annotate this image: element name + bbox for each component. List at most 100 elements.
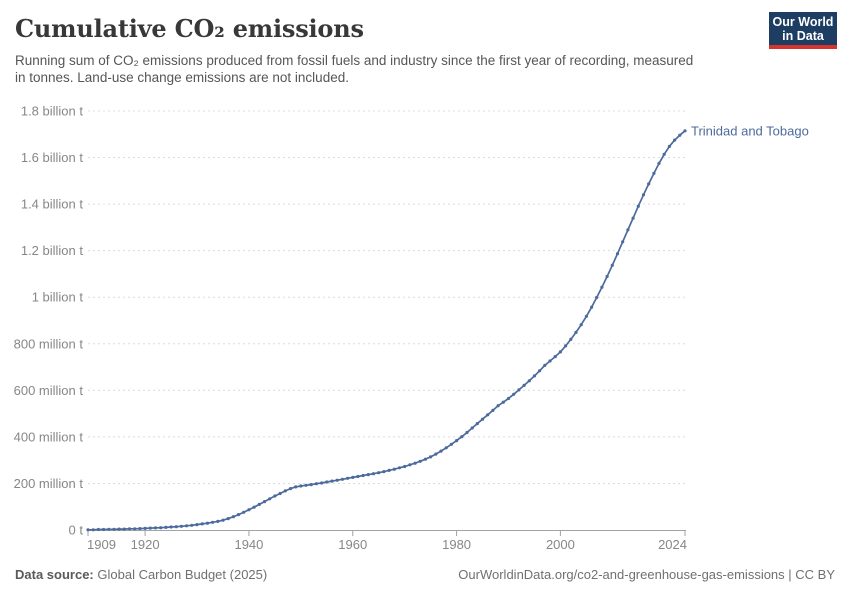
series-end-label[interactable]: Trinidad and Tobago — [691, 123, 809, 138]
data-point — [309, 483, 313, 487]
data-point — [133, 527, 137, 531]
data-point — [382, 470, 386, 474]
data-point — [512, 392, 516, 396]
data-point — [262, 500, 267, 504]
data-point — [127, 527, 132, 531]
y-axis-tick-label: 1.4 billion t — [21, 197, 84, 212]
data-point — [387, 468, 391, 472]
data-point — [138, 527, 142, 531]
data-point — [273, 494, 277, 498]
data-point — [662, 152, 666, 156]
x-axis-tick-label: 1940 — [234, 537, 263, 552]
owid-logo-line1: Our World — [772, 14, 834, 29]
data-point — [366, 473, 370, 477]
data-point — [340, 477, 344, 481]
data-point — [558, 350, 563, 354]
data-point — [236, 513, 241, 517]
data-point — [169, 525, 173, 529]
data-point — [346, 476, 350, 480]
data-source-value: Global Carbon Budget (2025) — [97, 567, 268, 582]
data-point — [112, 527, 116, 531]
data-point — [159, 526, 163, 530]
data-point — [636, 204, 640, 208]
y-axis-tick-label: 1.8 billion t — [21, 104, 84, 119]
data-point — [423, 457, 427, 461]
data-point — [564, 344, 568, 348]
data-point — [226, 517, 230, 521]
data-point — [553, 355, 557, 359]
series-line[interactable] — [87, 129, 686, 531]
data-point — [205, 521, 209, 525]
data-point — [148, 526, 152, 530]
data-point — [621, 240, 625, 244]
data-point — [117, 527, 121, 531]
data-point — [548, 359, 552, 363]
data-point — [278, 491, 282, 496]
chart-footer: Data source: Global Carbon Budget (2025)… — [15, 567, 835, 582]
data-source-label: Data source: — [15, 567, 94, 582]
data-point — [486, 413, 490, 417]
data-point — [314, 482, 318, 486]
data-point — [455, 439, 459, 443]
data-point — [257, 502, 261, 506]
data-point — [543, 363, 547, 367]
owid-logo: Our World in Data — [769, 12, 837, 49]
data-point — [102, 527, 106, 532]
data-point — [683, 129, 687, 133]
data-point — [190, 523, 194, 527]
data-point — [434, 452, 438, 456]
data-point — [403, 464, 407, 469]
data-point — [465, 430, 469, 435]
data-point — [86, 528, 90, 532]
data-point — [185, 524, 189, 528]
data-point — [605, 274, 609, 279]
data-point — [294, 485, 298, 489]
data-point — [626, 228, 630, 232]
data-point — [122, 527, 126, 531]
data-point — [491, 408, 495, 412]
data-point — [356, 474, 360, 479]
data-point — [211, 520, 215, 524]
data-point — [501, 400, 505, 404]
data-point — [216, 519, 220, 524]
data-point — [429, 455, 433, 459]
data-point — [527, 379, 531, 383]
data-point — [460, 435, 464, 439]
data-point — [304, 483, 308, 487]
data-point — [506, 396, 511, 401]
data-point — [496, 404, 500, 408]
y-axis-tick-label: 1.2 billion t — [21, 243, 84, 258]
data-point — [579, 323, 583, 327]
data-point — [647, 182, 651, 186]
data-point — [641, 193, 646, 197]
data-point — [107, 527, 111, 531]
attribution: OurWorldinData.org/co2-and-greenhouse-ga… — [458, 567, 835, 582]
data-point — [325, 480, 329, 484]
data-point — [615, 252, 620, 256]
y-axis-tick-label: 400 million t — [14, 429, 84, 444]
y-axis-tick-label: 800 million t — [14, 336, 84, 351]
data-point — [143, 526, 147, 531]
data-point — [413, 461, 417, 465]
data-point — [538, 369, 542, 373]
data-point — [522, 383, 526, 387]
y-axis-tick-label: 0 t — [69, 523, 84, 538]
data-point — [678, 133, 682, 137]
data-point — [584, 314, 589, 318]
owid-logo-line2: in Data — [782, 28, 824, 43]
data-point — [610, 263, 614, 267]
data-source: Data source: Global Carbon Budget (2025) — [15, 567, 267, 582]
y-axis-tick-label: 200 million t — [14, 476, 84, 491]
data-point — [330, 479, 334, 483]
data-point — [242, 510, 246, 514]
data-point — [283, 489, 287, 493]
data-point — [288, 487, 293, 491]
data-point — [153, 526, 158, 530]
data-point — [439, 449, 443, 453]
data-point — [91, 528, 95, 532]
data-point — [164, 525, 168, 530]
data-point — [631, 216, 635, 220]
data-point — [179, 524, 183, 528]
